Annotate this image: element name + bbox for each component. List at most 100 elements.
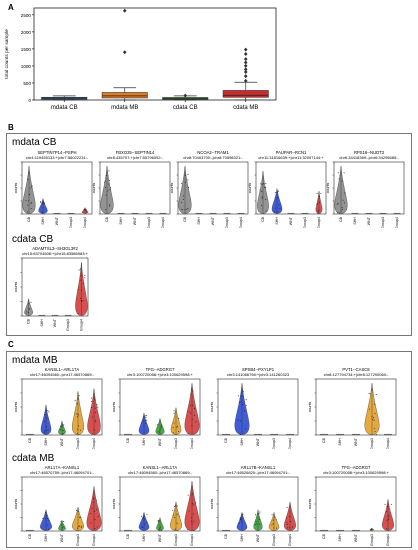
data-point <box>338 212 340 214</box>
data-point <box>108 183 110 185</box>
data-point <box>191 494 193 496</box>
violin-subplot: TFG--ADGRG7chr3:100720058:+|chr3:1006295… <box>308 465 397 546</box>
x-tick-label: SHH <box>142 534 146 542</box>
subplot-frame <box>315 378 397 436</box>
x-tick-label: CB <box>105 216 109 222</box>
panel-label-c: C <box>8 340 14 349</box>
subplot-title-gene: NCOA2--TRAM1 <box>197 150 229 155</box>
data-point <box>260 183 262 185</box>
data-point <box>277 191 279 193</box>
x-tick-label: SHH <box>353 217 357 225</box>
data-point <box>337 172 339 174</box>
data-point <box>75 510 77 512</box>
data-point <box>145 416 147 418</box>
data-point <box>105 187 107 189</box>
data-point <box>336 212 338 214</box>
data-point <box>192 390 194 392</box>
data-point <box>340 210 342 212</box>
subplot-title-coords: chr3:141066798:+|chr3:141260323 <box>227 372 290 377</box>
x-tick-label: Group3 <box>272 438 276 449</box>
x-tick-label: CB <box>322 533 326 539</box>
violin-subplot: SPSB4--PXYLP1chr3:141066798:+|chr3:14126… <box>210 367 299 449</box>
data-point <box>272 519 274 521</box>
data-point <box>142 527 144 529</box>
data-point <box>242 404 244 406</box>
subplot-title-coords: chr3:100720058:+|chr3:100629598:+ <box>323 470 389 475</box>
x-tick-label: CB <box>224 437 228 443</box>
y-tick-label: 2000 <box>21 30 32 35</box>
data-point <box>84 209 86 211</box>
data-point <box>178 515 180 517</box>
x-tick-label: Group3 <box>272 534 276 546</box>
x-tick-label: CB <box>183 216 187 222</box>
subplot-title-gene: FBXO25--SEPTIN14 <box>116 150 155 155</box>
data-point <box>194 502 196 504</box>
x-tick-label: Group3 <box>66 319 70 331</box>
x-tick-label: mdata MB <box>111 105 138 111</box>
data-point <box>261 191 263 193</box>
data-point <box>96 508 98 510</box>
data-point <box>172 427 174 429</box>
data-point <box>191 522 193 524</box>
data-point <box>258 513 260 515</box>
data-point <box>29 187 31 189</box>
data-point <box>26 310 28 312</box>
data-point <box>344 192 346 194</box>
data-point <box>242 391 244 393</box>
data-point <box>85 208 87 210</box>
plot-frame <box>33 7 277 101</box>
data-point <box>237 419 239 421</box>
data-point <box>192 404 194 406</box>
data-point <box>44 430 46 432</box>
data-point <box>81 289 83 291</box>
data-point <box>105 194 107 196</box>
data-point <box>271 514 273 516</box>
y-axis-label: counts <box>112 499 116 510</box>
data-point <box>259 518 261 520</box>
data-point <box>279 208 281 210</box>
data-point <box>338 178 340 180</box>
data-point <box>261 204 263 206</box>
subplot-title-gene: KANSL1--ARL17A <box>143 465 178 470</box>
data-point <box>318 201 320 203</box>
data-point <box>240 518 242 520</box>
data-point <box>96 526 98 528</box>
data-point <box>43 202 45 204</box>
data-point <box>80 275 82 277</box>
y-tick-label: 1000 <box>21 64 32 69</box>
data-point <box>188 411 190 413</box>
data-point <box>27 311 29 313</box>
data-point <box>341 180 343 182</box>
outlier-point <box>183 93 188 98</box>
data-point <box>195 421 197 423</box>
y-tick-label: 500 <box>23 81 31 86</box>
subplot-title-gene: ARL17B--KANSL1 <box>241 465 276 470</box>
data-point <box>83 208 85 210</box>
data-point <box>146 419 148 421</box>
subplot-title-coords: chr15:83704508:+|chr15:83586983:+ <box>22 251 88 256</box>
data-point <box>47 409 49 411</box>
data-point <box>142 420 144 422</box>
data-point <box>275 527 277 529</box>
data-point <box>271 524 273 526</box>
data-point <box>30 207 32 209</box>
y-axis-label: counts <box>308 402 312 413</box>
data-point <box>274 192 276 194</box>
data-point <box>77 289 79 291</box>
data-point <box>243 410 245 412</box>
violin-subplot: ADAMTSL3--SH3GL3#2chr15:83704508:+|chr15… <box>14 246 89 331</box>
data-point <box>259 189 261 191</box>
data-point <box>337 203 339 205</box>
data-point <box>288 527 290 529</box>
data-point <box>370 528 372 530</box>
data-point <box>79 516 81 518</box>
violin-subplot: SEPTIN7P14--PSPHchr4:119455133:+|chr7:56… <box>14 150 93 228</box>
data-point <box>386 528 388 530</box>
data-point <box>110 187 112 189</box>
x-tick-label: Group3 <box>370 534 374 546</box>
y-axis-label: counts <box>210 499 214 510</box>
data-point <box>90 522 92 524</box>
data-point <box>191 388 193 390</box>
data-point <box>388 519 390 521</box>
data-point <box>320 193 322 195</box>
